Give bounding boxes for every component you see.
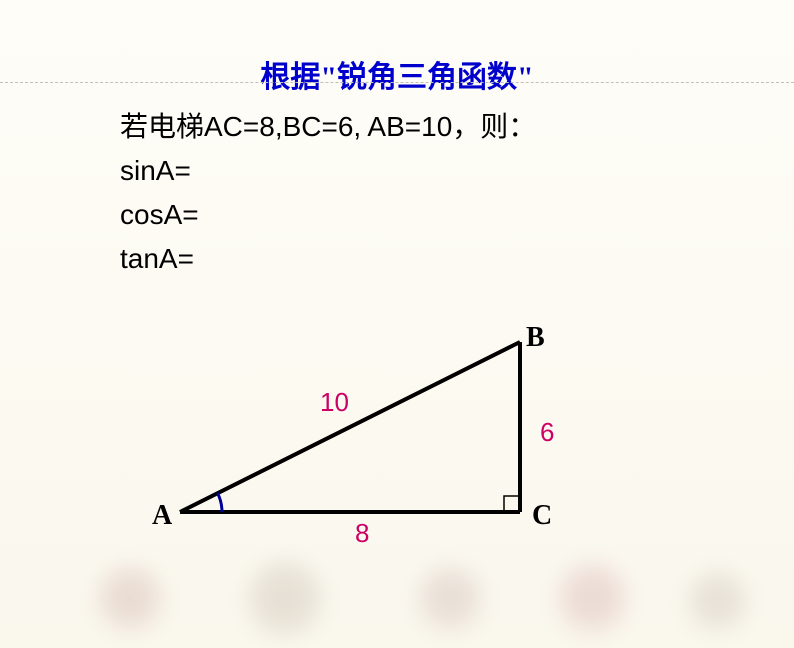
sin-line: sinA=	[120, 150, 794, 192]
given-text: 若电梯AC=8,BC=6, AB=10，则：	[120, 106, 794, 148]
angle-arc-a	[218, 493, 223, 512]
triangle-diagram: B A C 10 6 8	[160, 332, 600, 612]
right-angle-marker	[504, 496, 520, 512]
problem-content: 若电梯AC=8,BC=6, AB=10，则： sinA= cosA= tanA=	[120, 106, 794, 280]
edge-bc-label: 6	[540, 417, 554, 448]
decorative-blur	[690, 573, 745, 628]
page-top-border	[0, 82, 794, 84]
decorative-blur	[250, 563, 320, 633]
page-title: 根据"锐角三角函数"	[0, 52, 794, 96]
tan-line: tanA=	[120, 238, 794, 280]
vertex-c-label: C	[532, 500, 552, 532]
decorative-blur	[560, 565, 625, 630]
triangle-svg	[160, 332, 600, 612]
cos-line: cosA=	[120, 194, 794, 236]
vertex-a-label: A	[152, 500, 172, 532]
edge-ac-label: 8	[355, 518, 369, 549]
decorative-blur	[420, 568, 480, 628]
edge-ab-label: 10	[320, 387, 349, 418]
edge-ab	[180, 342, 520, 512]
decorative-blur	[100, 568, 160, 628]
vertex-b-label: B	[526, 322, 545, 354]
